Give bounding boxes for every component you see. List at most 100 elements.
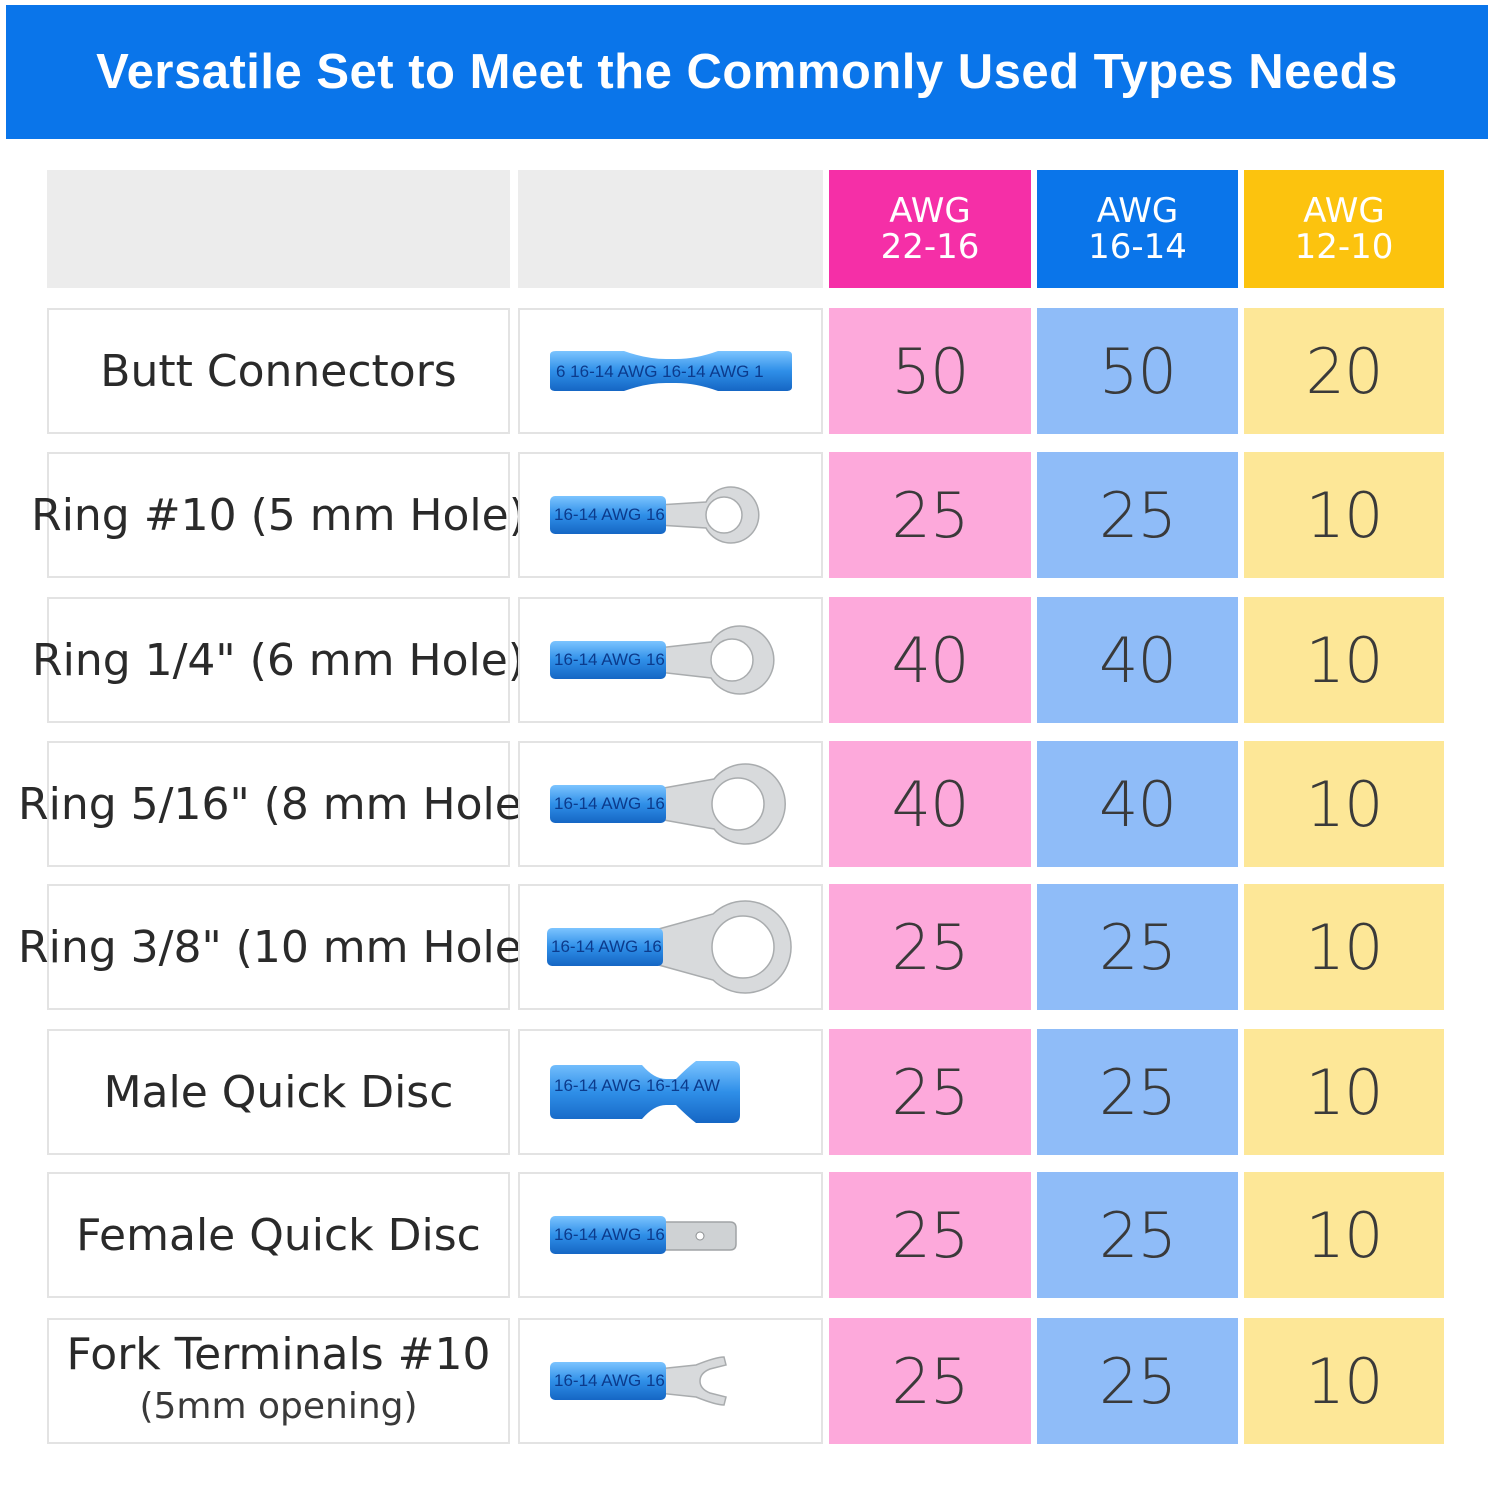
qty-awg-12-10: 10: [1244, 597, 1444, 723]
qty-awg-22-16: 25: [829, 452, 1031, 578]
column-header-awg-12-10: AWG 12-10: [1244, 170, 1444, 288]
header-banner: Versatile Set to Meet the Commonly Used …: [6, 5, 1488, 139]
fork-terminal-icon: 16-14 AWG 16: [549, 1356, 727, 1406]
qty-value: 20: [1305, 334, 1384, 408]
qty-value: 25: [891, 1344, 970, 1418]
qty-value: 25: [1099, 478, 1177, 552]
row-name: Fork Terminals #10: [66, 1329, 491, 1380]
qty-value: 10: [1305, 910, 1384, 984]
qty-value: 10: [1305, 767, 1384, 841]
qty-awg-16-14: 50: [1037, 308, 1238, 434]
row-name-cell: Ring #10 (5 mm Hole): [31, 452, 526, 578]
row-name: Ring 3/8" (10 mm Hole): [18, 921, 539, 973]
printed-label: 16-14 AWG 16-14 AW: [554, 1076, 720, 1095]
printed-label: 16-14 AWG 16: [554, 650, 665, 669]
row-name: Ring #10 (5 mm Hole): [31, 489, 526, 541]
qty-awg-22-16: 25: [829, 1172, 1031, 1298]
qty-value: 25: [891, 1198, 970, 1272]
qty-awg-12-10: 10: [1244, 452, 1444, 578]
printed-label: 16-14 AWG 16: [554, 1371, 665, 1390]
qty-awg-16-14: 25: [1037, 452, 1238, 578]
row-name: Butt Connectors: [100, 345, 457, 397]
qty-value: 10: [1305, 1344, 1384, 1418]
qty-value: 10: [1305, 623, 1384, 697]
row-subtitle: (5mm opening): [139, 1386, 418, 1427]
qty-awg-16-14: 40: [1037, 597, 1238, 723]
qty-value: 25: [1099, 910, 1177, 984]
row-name-cell: Ring 5/16" (8 mm Hole): [18, 741, 539, 867]
row-name: Male Quick Disc: [103, 1066, 454, 1118]
table-row: Fork Terminals #10 (5mm opening) 16-14 A…: [47, 1318, 1447, 1444]
qty-value: 40: [891, 623, 970, 697]
ring-terminal-8mm-icon: 16-14 AWG 16: [549, 763, 786, 845]
qty-value: 10: [1305, 1198, 1384, 1272]
qty-awg-22-16: 50: [829, 308, 1031, 434]
table-row: Ring 5/16" (8 mm Hole) 16-14 AWG 16 40 4…: [18, 741, 1447, 867]
butt-connector-icon: 6 16-14 AWG 16-14 AWG 1: [549, 351, 792, 391]
qty-value: 50: [1099, 334, 1177, 408]
row-name-cell: Ring 3/8" (10 mm Hole): [18, 884, 539, 1010]
printed-label: 16-14 AWG 16: [551, 937, 662, 956]
printed-label: 6 16-14 AWG 16-14 AWG 1: [556, 362, 764, 381]
table-row: Male Quick Disc 16-14 AWG 16-14 AW 25 25…: [47, 1029, 1447, 1155]
qty-awg-22-16: 25: [829, 1029, 1031, 1155]
printed-label: 16-14 AWG 16: [554, 1225, 665, 1244]
column-header-line2: 12-10: [1294, 227, 1394, 267]
header-blank-name: [47, 170, 510, 288]
column-header-line1: AWG: [1096, 191, 1179, 231]
column-header-line2: 16-14: [1088, 227, 1187, 267]
qty-awg-22-16: 25: [829, 884, 1031, 1010]
row-name-cell: Female Quick Disc: [47, 1172, 510, 1298]
qty-value: 25: [1099, 1198, 1177, 1272]
qty-awg-22-16: 40: [829, 741, 1031, 867]
qty-value: 25: [891, 478, 970, 552]
qty-awg-12-10: 10: [1244, 1172, 1444, 1298]
qty-value: 40: [1099, 623, 1177, 697]
table-row: Ring #10 (5 mm Hole) 16-14 AWG 16 25 25 …: [31, 452, 1447, 578]
row-name: Ring 1/4" (6 mm Hole): [32, 634, 525, 686]
table-row: Ring 1/4" (6 mm Hole) 16-14 AWG 16 40 40…: [32, 597, 1447, 723]
page-title: Versatile Set to Meet the Commonly Used …: [96, 45, 1398, 99]
row-image-cell: 16-14 AWG 16: [518, 452, 823, 578]
row-name-cell: Male Quick Disc: [47, 1029, 510, 1155]
qty-value: 40: [891, 767, 970, 841]
qty-awg-16-14: 40: [1037, 741, 1238, 867]
qty-awg-12-10: 10: [1244, 884, 1444, 1010]
row-name-cell: Ring 1/4" (6 mm Hole): [32, 597, 525, 723]
ring-terminal-10mm-icon: 16-14 AWG 16: [546, 900, 792, 994]
qty-awg-22-16: 25: [829, 1318, 1031, 1444]
header-blank-image: [518, 170, 823, 288]
row-image-cell: 6 16-14 AWG 16-14 AWG 1: [518, 308, 823, 434]
row-name-cell: Butt Connectors: [47, 308, 510, 434]
column-header-line2: 22-16: [880, 227, 980, 267]
column-header-awg-22-16: AWG 22-16: [829, 170, 1031, 288]
qty-value: 25: [891, 910, 970, 984]
row-image-cell: 16-14 AWG 16: [518, 597, 823, 723]
female-quick-disconnect-icon: 16-14 AWG 16: [549, 1216, 737, 1254]
qty-awg-16-14: 25: [1037, 1172, 1238, 1298]
ring-terminal-6mm-icon: 16-14 AWG 16: [549, 625, 775, 695]
qty-awg-12-10: 10: [1244, 1029, 1444, 1155]
qty-awg-16-14: 25: [1037, 884, 1238, 1010]
qty-value: 40: [1099, 767, 1177, 841]
printed-label: 16-14 AWG 16: [554, 505, 665, 524]
table-row: Butt Connectors 6 16-14 AWG 16-14 AWG 1 …: [47, 308, 1447, 434]
qty-awg-22-16: 40: [829, 597, 1031, 723]
column-header-line1: AWG: [889, 191, 971, 231]
table-header-row: AWG 22-16 AWG 16-14 AWG 12-10: [47, 170, 1447, 288]
row-name-cell: Fork Terminals #10 (5mm opening): [47, 1318, 510, 1444]
qty-value: 10: [1305, 1055, 1384, 1129]
qty-awg-12-10: 10: [1244, 1318, 1444, 1444]
row-image-cell: 16-14 AWG 16: [518, 1172, 823, 1298]
qty-awg-12-10: 10: [1244, 741, 1444, 867]
male-quick-disconnect-icon: 16-14 AWG 16-14 AW: [549, 1061, 740, 1123]
qty-awg-16-14: 25: [1037, 1318, 1238, 1444]
qty-value: 25: [891, 1055, 970, 1129]
row-image-cell: 16-14 AWG 16-14 AW: [518, 1029, 823, 1155]
row-image-cell: 16-14 AWG 16: [518, 741, 823, 867]
table-row: Ring 3/8" (10 mm Hole) 16-14 AWG 16 25 2…: [18, 884, 1447, 1010]
qty-value: 25: [1099, 1344, 1177, 1418]
qty-value: 50: [891, 334, 970, 408]
row-name: Female Quick Disc: [76, 1209, 481, 1261]
row-image-cell: 16-14 AWG 16: [518, 1318, 823, 1444]
